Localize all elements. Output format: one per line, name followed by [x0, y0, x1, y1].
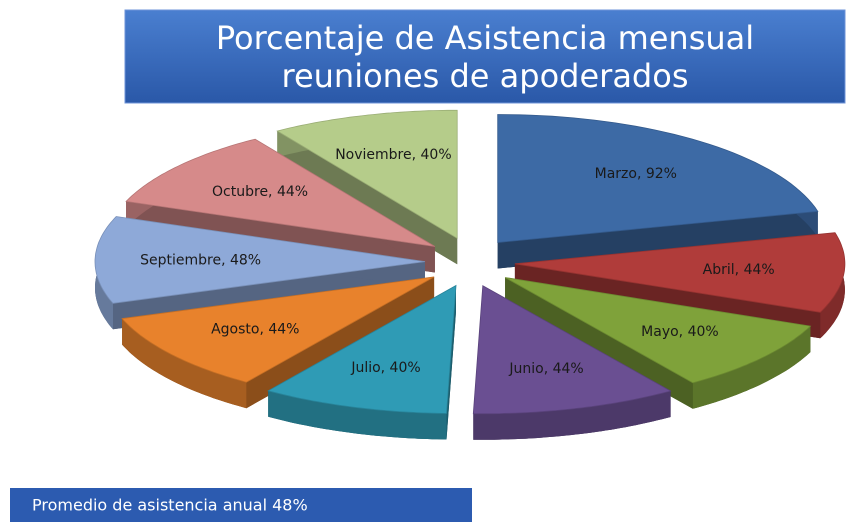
data-label: Marzo, 92% — [595, 166, 677, 182]
data-label: Agosto, 44% — [211, 322, 299, 338]
slice-side — [473, 391, 671, 440]
slice — [121, 276, 435, 383]
data-label: Noviembre, 40% — [335, 147, 451, 163]
slice — [94, 216, 426, 304]
data-label: Octubre, 44% — [212, 184, 308, 200]
slice-side — [277, 131, 458, 265]
slice — [514, 232, 846, 313]
slice — [125, 138, 436, 247]
data-label: Abril, 44% — [703, 262, 775, 278]
data-label: Junio, 44% — [508, 361, 583, 377]
slice — [267, 284, 457, 414]
slice — [497, 114, 819, 243]
data-label: Mayo, 40% — [641, 324, 719, 340]
title-box — [124, 9, 846, 104]
title-wrap: Porcentaje de Asistencia mensual reunion… — [215, 18, 755, 95]
annotation-box — [10, 488, 472, 522]
chart-title: Porcentaje de Asistencia mensual reunion… — [215, 18, 755, 95]
slice-side — [446, 285, 456, 440]
slice-side — [692, 326, 811, 409]
pie: Marzo, 92% Abril, 44% Mayo, 40% Junio, 44% J… — [94, 109, 846, 440]
slice — [472, 285, 672, 415]
slice — [276, 109, 458, 240]
slice-side — [497, 211, 818, 269]
annotation: Promedio de asistencia anual 48% — [32, 496, 308, 515]
slice-side — [246, 276, 435, 409]
slice — [504, 277, 812, 384]
data-label: Septiembre, 48% — [140, 252, 261, 268]
slice-side — [505, 277, 693, 409]
slice-side — [268, 390, 447, 440]
data-label: Julio, 40% — [350, 360, 420, 376]
slice-side — [122, 318, 247, 409]
